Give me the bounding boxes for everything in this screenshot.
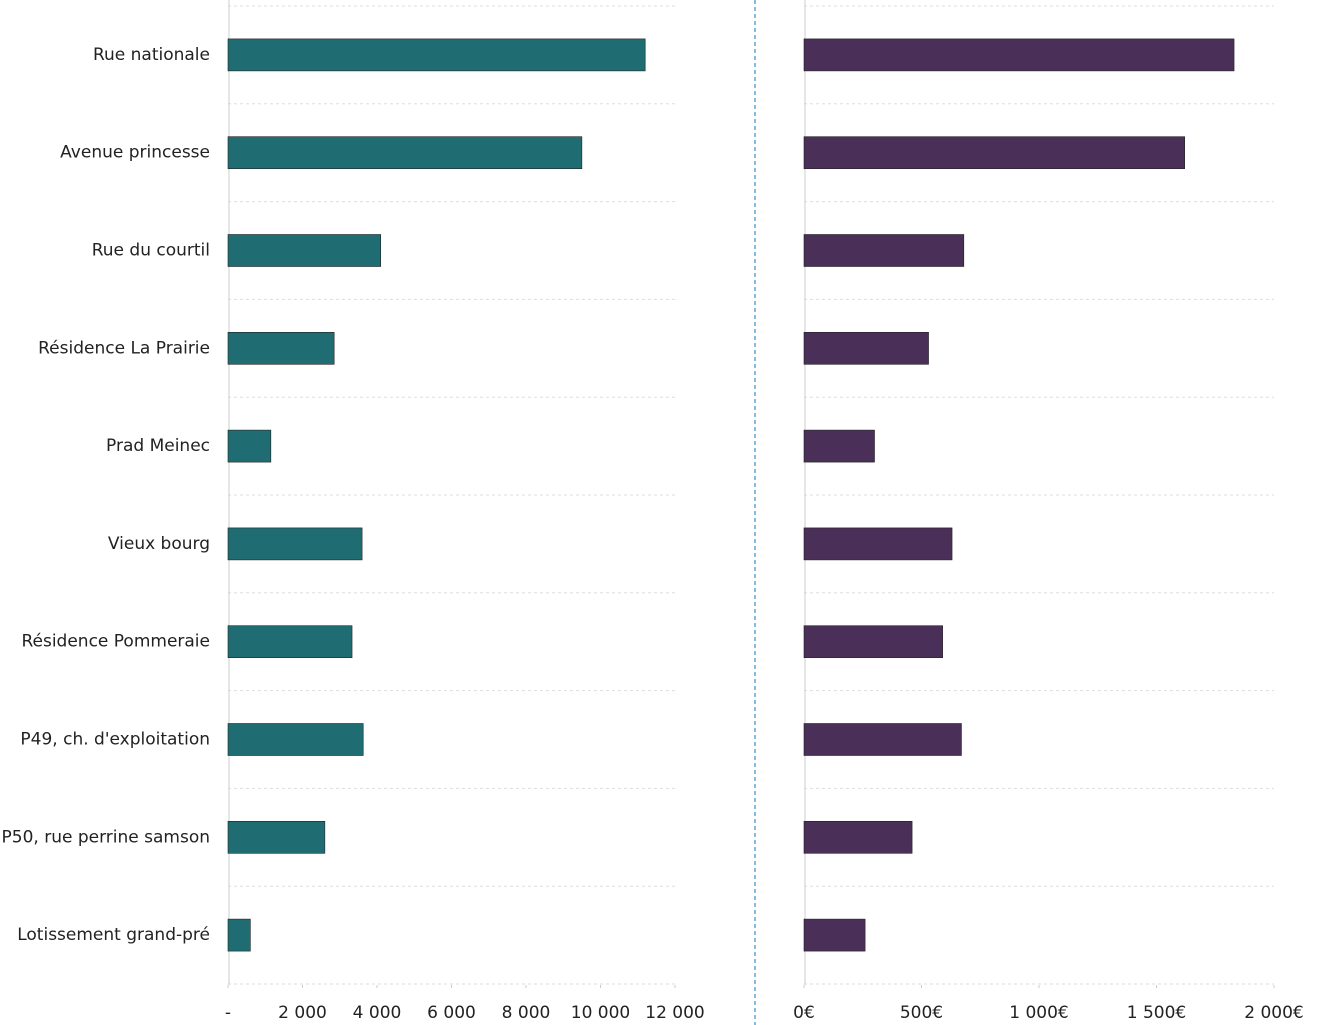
category-label: Vieux bourg — [108, 534, 210, 554]
category-label: Avenue princesse — [60, 143, 210, 163]
category-label: P49, ch. d'exploitation — [20, 730, 210, 750]
bar — [227, 429, 272, 463]
category-label: Rue nationale — [93, 45, 210, 65]
bar — [227, 918, 251, 952]
x-tick-label: 2 000 — [278, 1003, 327, 1023]
bar — [227, 38, 646, 72]
x-tick-label: - — [225, 1003, 231, 1023]
bar — [803, 331, 929, 365]
x-tick-label: 6 000 — [427, 1003, 476, 1023]
bar — [227, 136, 583, 169]
category-label: P50, rue perrine samson — [2, 827, 210, 847]
bar — [803, 918, 866, 952]
bar — [803, 625, 943, 659]
bar — [227, 527, 363, 561]
x-tick-label: 12 000 — [645, 1003, 704, 1023]
x-tick-label: 8 000 — [502, 1003, 551, 1023]
category-label: Lotissement grand-pré — [17, 925, 210, 945]
x-tick-label: 1 000€ — [1009, 1003, 1068, 1023]
bar — [803, 38, 1235, 72]
x-tick-label: 1 500€ — [1127, 1003, 1186, 1023]
category-label: Rue du courtil — [92, 241, 210, 261]
x-tick-label: 2 000€ — [1244, 1003, 1303, 1023]
category-label: Prad Meinec — [106, 436, 210, 456]
bar — [803, 136, 1186, 169]
bar — [227, 234, 382, 267]
x-tick-label: 10 000 — [571, 1003, 630, 1023]
x-tick-label: 4 000 — [353, 1003, 402, 1023]
category-label: Résidence La Prairie — [38, 338, 210, 358]
category-label: Résidence Pommeraie — [21, 632, 210, 652]
bar — [227, 723, 364, 756]
bar — [227, 331, 335, 365]
bar — [227, 625, 353, 659]
bar — [803, 723, 962, 756]
bar — [803, 234, 965, 267]
bar — [803, 429, 875, 463]
x-tick-label: 0€ — [793, 1003, 815, 1023]
x-tick-label: 500€ — [900, 1003, 943, 1023]
bar — [803, 820, 913, 854]
bar — [803, 527, 953, 561]
bar — [227, 820, 326, 854]
